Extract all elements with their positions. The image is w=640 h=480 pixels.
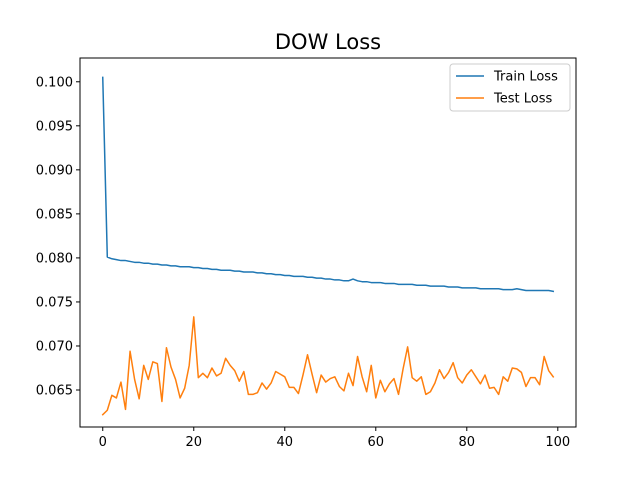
y-tick-label: 0.090: [36, 163, 73, 178]
x-tick-label: 20: [185, 435, 202, 450]
y-tick-label: 0.100: [36, 75, 73, 90]
legend-label-train-loss: Train Loss: [493, 70, 558, 85]
x-tick-label: 0: [99, 435, 107, 450]
y-tick-label: 0.065: [36, 384, 73, 399]
x-tick-label: 60: [368, 435, 385, 450]
x-tick-label: 40: [276, 435, 293, 450]
y-tick-label: 0.070: [36, 339, 73, 354]
x-tick-label: 100: [545, 435, 570, 450]
series-line-test-loss: [101, 316, 555, 416]
chart-title: DOW Loss: [275, 30, 381, 54]
y-tick-label: 0.095: [36, 119, 73, 134]
x-tick-label: 80: [459, 435, 476, 450]
legend: Train Loss Test Loss: [449, 63, 571, 112]
series-line-train-loss: [101, 76, 555, 293]
plot-area: 0 20 40 60 80 100 0.065 0.070 0.075 0.080 0.085 0.0…: [36, 75, 570, 450]
plot-frame: [79, 57, 577, 428]
y-tick-label: 0.075: [36, 295, 73, 310]
legend-label-test-loss: Test Loss: [493, 92, 552, 107]
y-tick-label: 0.080: [36, 251, 73, 266]
y-tick-label: 0.085: [36, 207, 73, 222]
